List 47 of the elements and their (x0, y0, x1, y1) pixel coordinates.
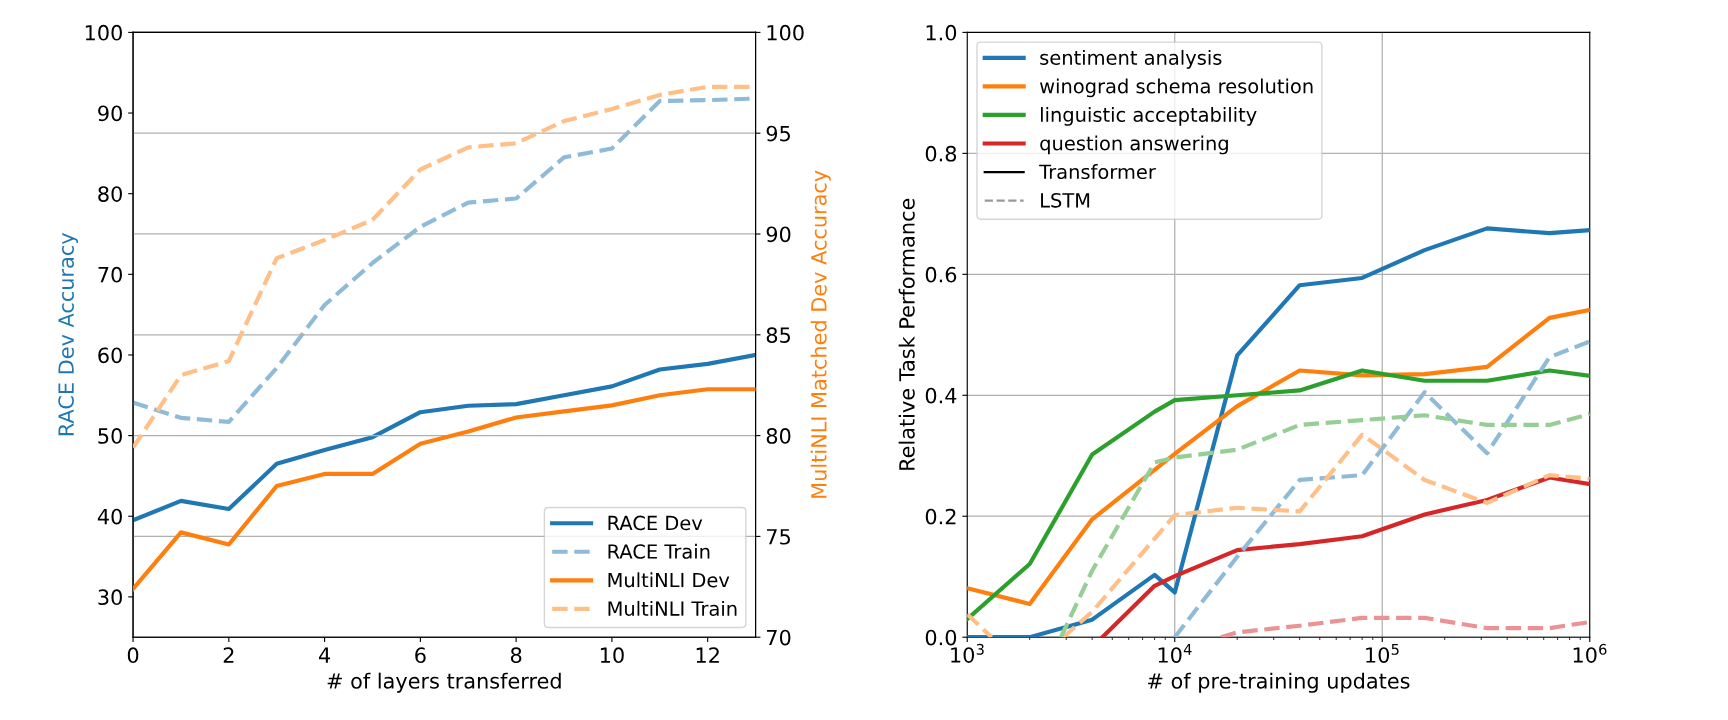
y-tick-label: 80 (98, 186, 122, 202)
legend-label: winograd schema resolution (1040, 78, 1313, 98)
y-tick-label: 0.8 (925, 145, 957, 162)
x-tick-label: 6 (415, 647, 426, 664)
legend-label: question answering (1040, 135, 1228, 155)
legend-label: linguistic acceptability (1041, 106, 1257, 126)
y-tick-label: 30 (98, 589, 122, 606)
x-tick-label: 4 (318, 647, 331, 663)
y-tick-label: 0.0 (925, 629, 957, 646)
x-axis-title: # of layers transferred (327, 672, 561, 693)
y-tick-label: 100 (85, 24, 122, 41)
y2-tick-label: 95 (766, 125, 790, 142)
x-tick-label: 10$^{5}$ (1366, 644, 1399, 663)
legend-label: LSTM (1041, 192, 1090, 208)
legend-label: MultiNLI Dev (608, 572, 730, 588)
y-tick-label: 90 (98, 105, 122, 122)
x-tick-label: 10$^{6}$ (1573, 643, 1607, 663)
line-series (133, 387, 756, 591)
y2-tick-label: 80 (766, 428, 791, 444)
legend-label: MultiNLI Train (608, 600, 737, 616)
y2-tick-label: 100 (767, 24, 804, 41)
x-tick-label: 0 (127, 647, 139, 664)
y-tick-label: 0.6 (925, 266, 957, 283)
y-axis-title: Relative Task Performance (898, 198, 915, 470)
y-tick-label: 1.0 (926, 24, 957, 41)
x-tick-label: 8 (510, 647, 522, 664)
y2-tick-label: 70 (767, 629, 791, 646)
x-tick-label: 10$^{4}$ (1158, 644, 1192, 663)
legend-label: sentiment analysis (1040, 49, 1222, 69)
y-axis-title: RACE Dev Accuracy (58, 233, 79, 436)
y-tick-label: 40 (97, 508, 122, 525)
x-tick-label: 10 (600, 647, 624, 664)
y2-axis-title: MultiNLI Matched Dev Accuracy (810, 170, 831, 498)
y-tick-label: 0.2 (925, 508, 956, 525)
legend-label: Transformer (1039, 164, 1156, 180)
y-tick-label: 70 (98, 266, 122, 283)
legend-label: RACE Dev (608, 515, 703, 531)
x-tick-label: 12 (696, 647, 719, 663)
x-axis-title: # of pre-training updates (1148, 672, 1410, 693)
y-tick-label: 50 (98, 428, 122, 444)
legend-label: RACE Train (608, 543, 710, 559)
y-tick-label: 0.4 (925, 387, 957, 404)
y-tick-label: 60 (98, 347, 122, 364)
x-tick-label: 2 (223, 647, 234, 663)
y2-tick-label: 85 (766, 327, 790, 344)
y2-tick-label: 75 (767, 529, 790, 545)
y2-tick-label: 90 (766, 226, 791, 243)
